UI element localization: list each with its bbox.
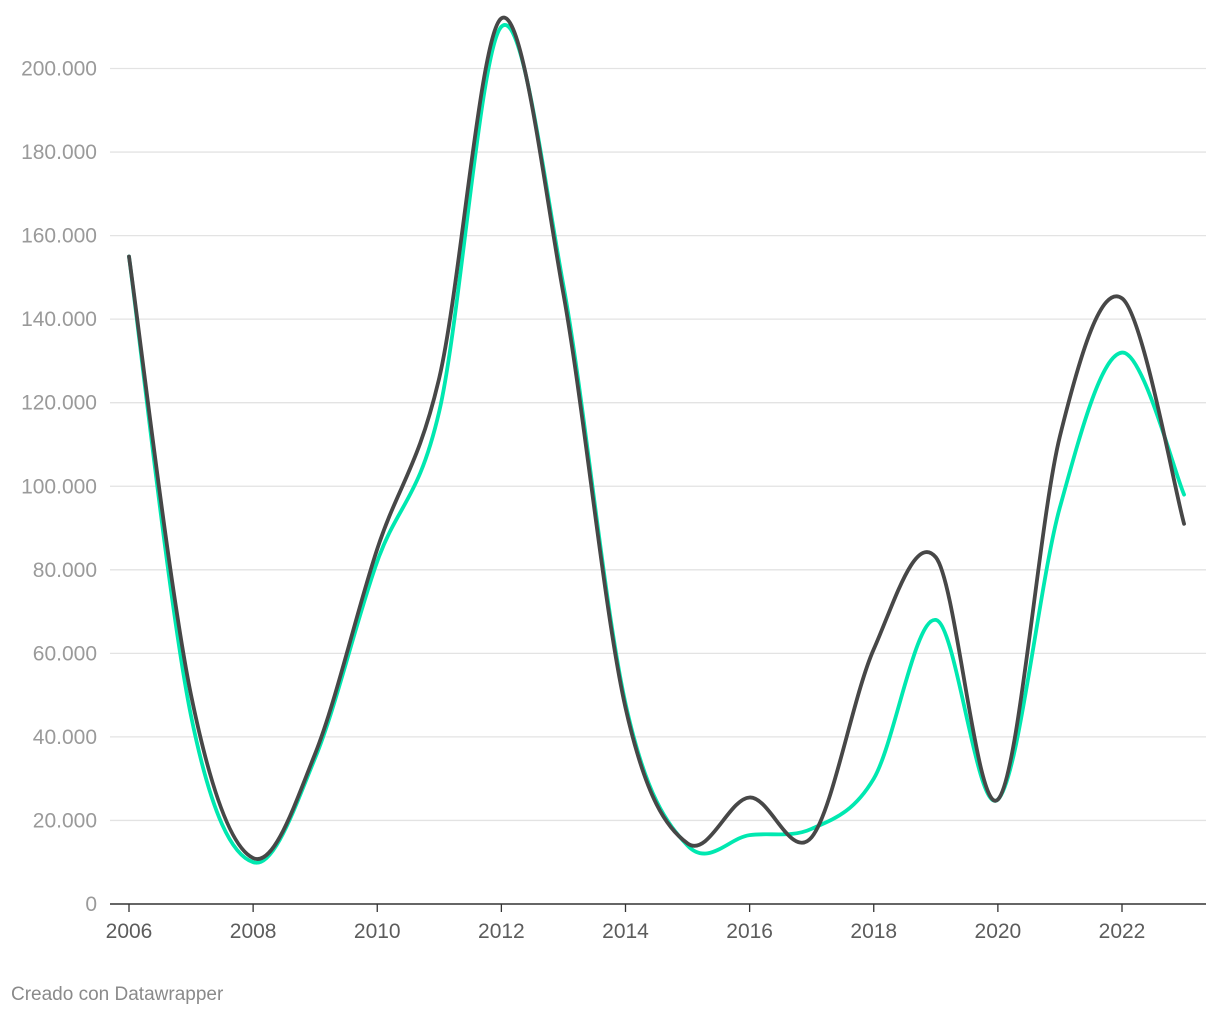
y-tick-label: 40.000 [33, 726, 97, 749]
series-line-2 [127, 15, 1186, 861]
x-tick-label: 2006 [106, 920, 153, 943]
y-tick-label: 60.000 [33, 642, 97, 665]
x-tick-label: 2020 [975, 920, 1022, 943]
y-tick-label: 80.000 [33, 559, 97, 582]
x-tick-label: 2010 [354, 920, 401, 943]
y-tick-label: 160.000 [21, 225, 97, 248]
x-tick-label: 2014 [602, 920, 649, 943]
x-tick-label: 2008 [230, 920, 277, 943]
x-tick-label: 2018 [850, 920, 897, 943]
x-axis-tick-labels: 2006 2008 2010 2012 2014 2016 2018 2020 2022 [106, 904, 1146, 943]
y-tick-label: 20.000 [33, 809, 97, 832]
y-tick-label: 120.000 [21, 392, 97, 415]
y-tick-label: 100.000 [21, 475, 97, 498]
series-lines [127, 15, 1186, 865]
y-tick-label: 200.000 [21, 58, 97, 81]
y-axis-tick-labels: 0 20.000 40.000 60.000 80.000 100.000 120.000 1… [21, 58, 97, 917]
x-tick-label: 2022 [1099, 920, 1146, 943]
datawrapper-credit[interactable]: Creado con Datawrapper [11, 984, 224, 1005]
y-tick-label: 180.000 [21, 141, 97, 164]
y-tick-label: 0 [85, 893, 97, 916]
y-tick-label: 140.000 [21, 308, 97, 331]
gridlines [110, 67, 1206, 822]
x-tick-label: 2016 [726, 920, 773, 943]
line-chart: 0 20.000 40.000 60.000 80.000 100.000 120.000 1… [21, 15, 1206, 943]
x-tick-label: 2012 [478, 920, 525, 943]
